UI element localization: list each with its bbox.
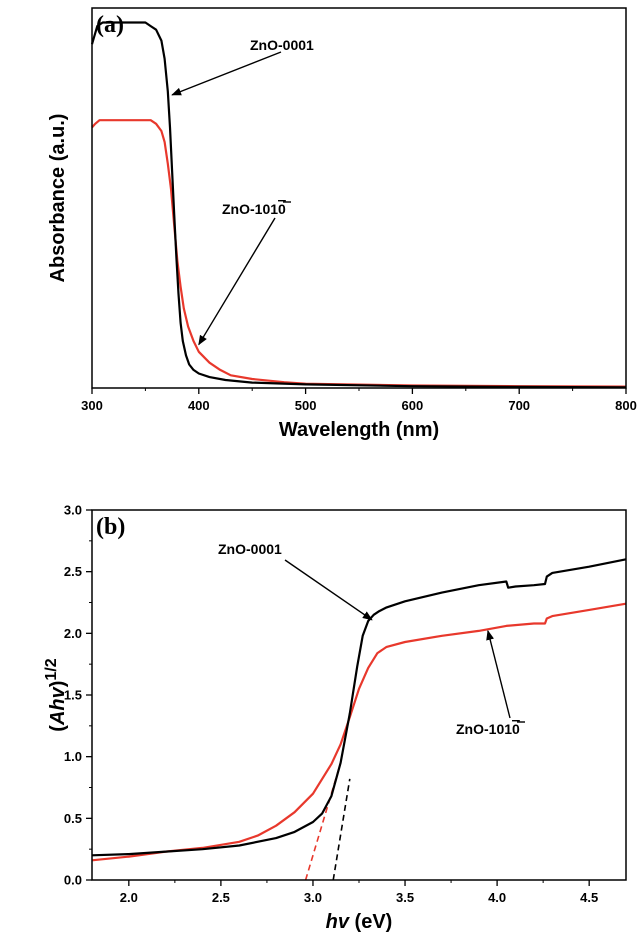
panel-b-y-axis-title: (Ahv)1/2 <box>43 658 69 731</box>
x-tick-label: 600 <box>402 398 424 413</box>
panel-a-annotations: ZnO-0001 ZnO-1010 <box>171 37 314 346</box>
x-tick-label: 4.0 <box>488 890 506 905</box>
series-line <box>91 119 627 388</box>
y-tick-label: 0.5 <box>64 811 82 826</box>
annotation-arrow <box>486 629 511 719</box>
x-tick-label: 300 <box>81 398 103 413</box>
x-tick-label: 800 <box>615 398 637 413</box>
panel-a: 300 400 500 600 700 800 (a) Wavelength (nm) A… <box>47 7 637 441</box>
panel-a-ticks: 300 400 500 600 700 800 <box>81 388 637 413</box>
panel-b-plot-frame <box>91 509 627 881</box>
y-tick-label: 3.0 <box>64 503 82 518</box>
panel-b-x-axis-title: hv (eV) <box>326 911 393 933</box>
annotation-arrow <box>284 559 373 621</box>
series-annotation-label: ZnO-0001 <box>218 541 282 557</box>
panel-a-y-axis-title: Absorbance (a.u.) <box>47 114 69 283</box>
tangent-line <box>332 778 351 881</box>
series-annotation-label: ZnO-0001 <box>250 37 314 53</box>
y-tick-label: 1.0 <box>64 749 82 764</box>
y-tick-label: 1.5 <box>64 688 82 703</box>
x-tick-label: 2.0 <box>120 890 138 905</box>
x-tick-label: 2.5 <box>212 890 230 905</box>
y-tick-label: 0.0 <box>64 873 82 888</box>
x-tick-label: 500 <box>295 398 317 413</box>
panel-a-series <box>90 21 627 389</box>
y-tick-label: 2.5 <box>64 564 82 579</box>
x-tick-label: 400 <box>188 398 210 413</box>
panel-b: 2.0 2.5 3.0 3.5 4.0 4.50.00.51.01.52.02.53.0 … <box>43 503 627 933</box>
series-annotation-label: ZnO-1010 <box>456 721 520 737</box>
panel-a-label: (a) <box>96 12 124 38</box>
panel-b-annotations: ZnO-0001 ZnO-1010 <box>218 541 525 737</box>
panel-a-x-axis-title: Wavelength (nm) <box>279 419 439 441</box>
x-tick-label: 4.5 <box>580 890 598 905</box>
panel-a-plot-frame <box>91 7 627 389</box>
series-line <box>90 21 627 389</box>
annotation-arrow <box>171 51 282 96</box>
panel-b-label: (b) <box>96 514 125 540</box>
panel-b-series <box>91 558 627 862</box>
panel-b-ticks: 2.0 2.5 3.0 3.5 4.0 4.5 0.0 0.5 1.0 1.5 2.0 2.5 3.0 <box>64 503 598 906</box>
y-tick-label: 2.0 <box>64 626 82 641</box>
annotation-arrow <box>198 217 276 346</box>
x-tick-label: 3.0 <box>304 890 322 905</box>
x-tick-label: 700 <box>508 398 530 413</box>
series-line <box>91 558 627 857</box>
series-line <box>91 602 627 862</box>
series-annotation-label: ZnO-1010 <box>222 201 286 217</box>
x-tick-label: 3.5 <box>396 890 414 905</box>
